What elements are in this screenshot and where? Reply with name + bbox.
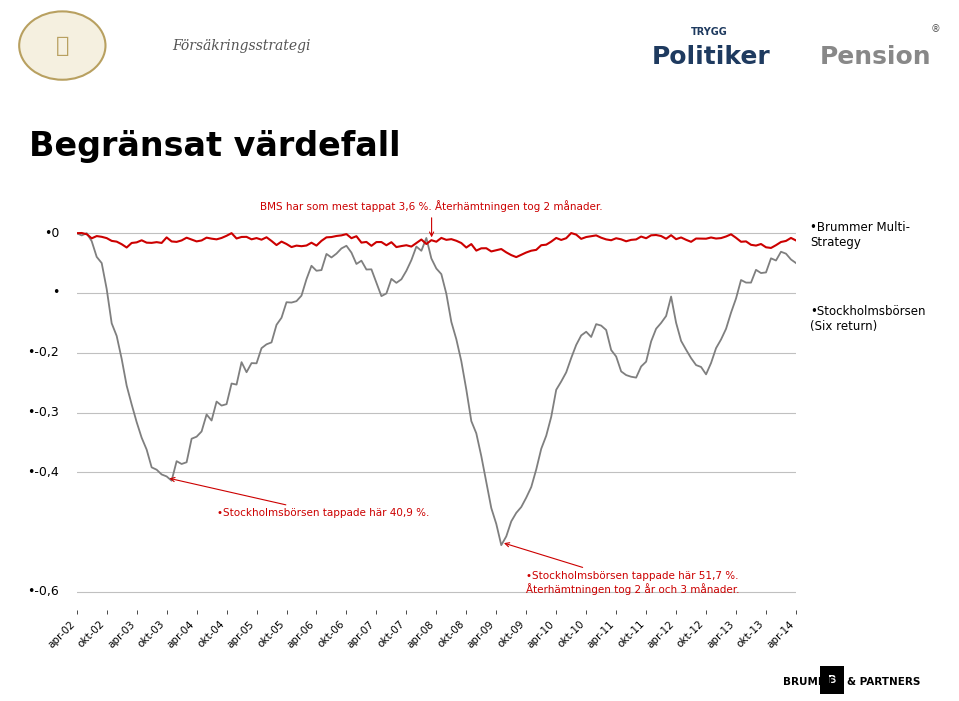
Text: •-0,4: •-0,4: [28, 466, 59, 479]
Text: B: B: [828, 675, 836, 685]
Text: •Stockholmsbörsen tappade här 51,7 %.
Återhämtningen tog 2 år och 3 månader.: •Stockholmsbörsen tappade här 51,7 %. Åt…: [505, 543, 739, 595]
Text: Pension: Pension: [820, 44, 931, 69]
Text: •-0,6: •-0,6: [28, 585, 59, 599]
Text: BMS har som mest tappat 3,6 %. Återhämtningen tog 2 månader.: BMS har som mest tappat 3,6 %. Återhämtn…: [260, 200, 603, 236]
Text: Begränsat värdefall: Begränsat värdefall: [29, 130, 400, 163]
Text: ®: ®: [930, 24, 940, 34]
Text: •Stockholmsbörsen tappade här 40,9 %.: •Stockholmsbörsen tappade här 40,9 %.: [171, 477, 429, 518]
Text: TRYGG: TRYGG: [690, 27, 727, 37]
Text: 𝒻: 𝒻: [56, 36, 69, 55]
Text: •: •: [52, 287, 59, 299]
Text: Försäkringsstrategi: Försäkringsstrategi: [173, 39, 311, 53]
Text: •Brummer Multi-
Strategy: •Brummer Multi- Strategy: [810, 221, 910, 249]
Text: BRUMMER & PARTNERS: BRUMMER & PARTNERS: [784, 677, 921, 687]
Text: •0: •0: [44, 226, 59, 240]
Text: Politiker: Politiker: [652, 44, 771, 69]
Text: •Stockholmsbörsen
(Six return): •Stockholmsbörsen (Six return): [810, 305, 925, 333]
Text: •-0,3: •-0,3: [28, 406, 59, 419]
Text: •-0,2: •-0,2: [28, 346, 59, 360]
Ellipse shape: [19, 11, 105, 80]
